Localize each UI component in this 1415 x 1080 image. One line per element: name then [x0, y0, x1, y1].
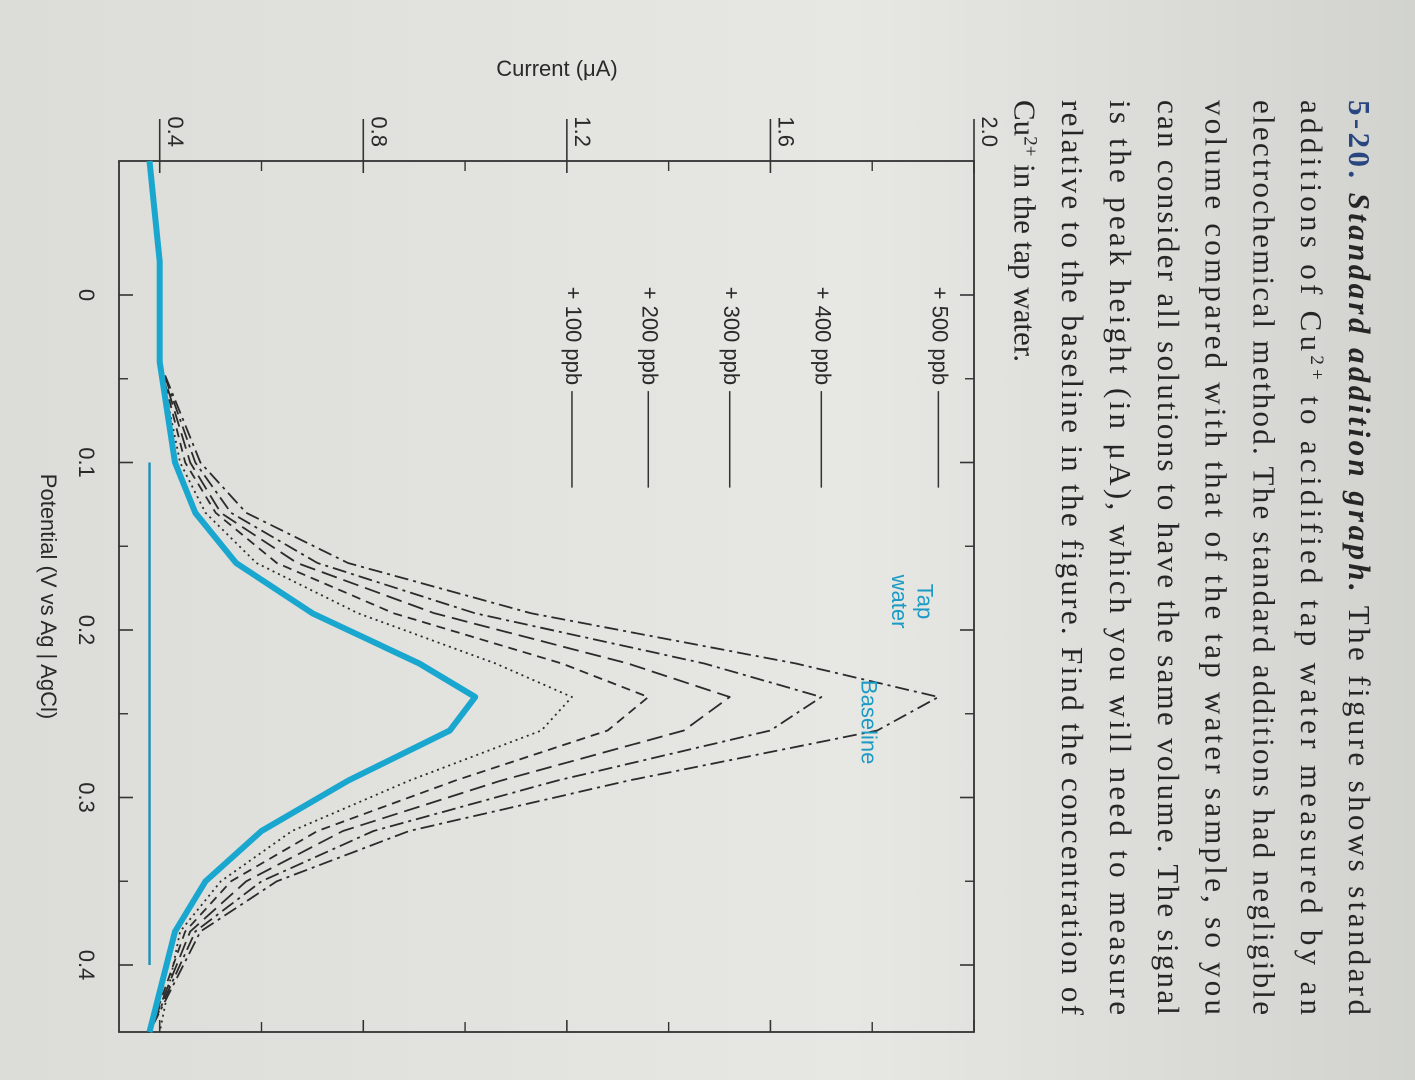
- x-tick-label: 0.2: [74, 615, 99, 646]
- series-line: [148, 160, 650, 1033]
- series-label: + 200 ppb: [637, 287, 662, 385]
- paragraph-line: volume compared with that of the tap wat…: [1199, 100, 1234, 1015]
- annotation: water: [887, 574, 912, 629]
- text-run: 2+: [1020, 136, 1041, 156]
- paragraph-line: electrochemical method. The standard add…: [1246, 100, 1281, 1015]
- y-tick-label: 0.4: [163, 116, 188, 147]
- paragraph-line: Cu2+ in the tap water.: [1007, 100, 1042, 362]
- paragraph-line: relative to the baseline in the figure. …: [1055, 100, 1090, 1016]
- annotation: Baseline: [856, 680, 881, 764]
- x-tick-label: 0.3: [74, 782, 99, 813]
- x-tick-label: 0: [74, 289, 99, 301]
- series-line: [146, 160, 479, 1033]
- plot-frame: [118, 160, 975, 1033]
- text-run: relative to the baseline in the figure. …: [1055, 100, 1090, 1016]
- text-run: additions of Cu: [1294, 100, 1329, 351]
- series-line: [148, 160, 731, 1033]
- x-tick-label: 0.4: [74, 950, 99, 981]
- annotation: Tap: [912, 584, 937, 619]
- text-run: in the tap water.: [1007, 156, 1042, 362]
- text-run: The figure shows standard: [1342, 595, 1377, 1015]
- text-run: Cu: [1007, 100, 1042, 136]
- paragraph-line: 5-20. Standard addition graph. The figur…: [1342, 100, 1377, 1016]
- series-label: + 300 ppb: [719, 287, 744, 385]
- series-label: + 100 ppb: [561, 287, 586, 385]
- paragraph-line: is the peak height (in μA), which you wi…: [1103, 100, 1138, 1015]
- paragraph-line: can consider all solutions to have the s…: [1151, 100, 1186, 1015]
- x-tick-label: 0.1: [74, 447, 99, 478]
- series-line: [148, 160, 940, 1033]
- series-label: + 400 ppb: [811, 287, 836, 385]
- text-run: volume compared with that of the tap wat…: [1199, 100, 1234, 1015]
- rotated-page: 5-20. Standard addition graph. The figur…: [36, 56, 1377, 1033]
- y-tick-label: 1.2: [570, 116, 595, 147]
- text-run: to acidified tap water measured by an: [1294, 384, 1329, 1015]
- text-run: 5-20.: [1342, 100, 1377, 178]
- x-axis-title: Potential (V vs Ag | AgCl): [36, 474, 61, 719]
- text-run: is the peak height (in μA), which you wi…: [1103, 100, 1138, 1015]
- y-axis-title: Current (μA): [496, 56, 617, 81]
- y-tick-label: 2.0: [977, 116, 1002, 147]
- text-run: electrochemical method. The standard add…: [1246, 100, 1281, 1015]
- y-tick-label: 1.6: [774, 116, 799, 147]
- y-tick-label: 0.8: [366, 116, 391, 147]
- series-line: [148, 160, 823, 1033]
- text-run: can consider all solutions to have the s…: [1151, 100, 1186, 1015]
- series-label: + 500 ppb: [928, 287, 953, 385]
